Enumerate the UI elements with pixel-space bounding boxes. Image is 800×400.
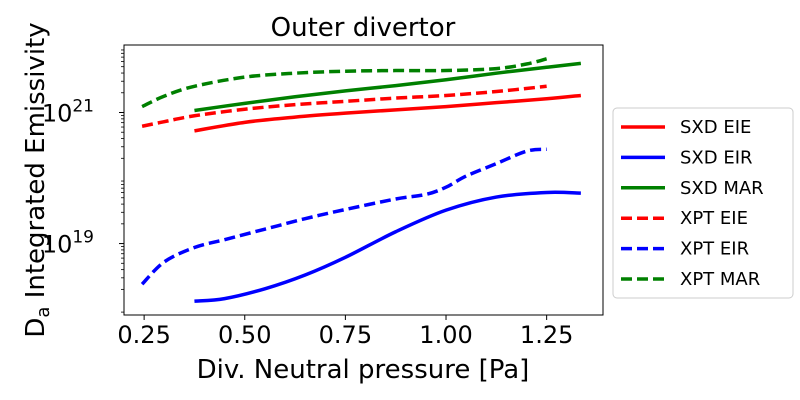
series-line-sxd-eir bbox=[194, 190, 581, 303]
y-tick-exponent: 19 bbox=[72, 228, 94, 248]
chart-title: Outer divertor bbox=[271, 13, 456, 43]
series-line-xpt-eie bbox=[141, 84, 547, 128]
legend-label: XPT MAR bbox=[680, 269, 760, 290]
x-axis-ticks: 0.25 0.50 0.75 1.00 1.25 bbox=[117, 315, 573, 349]
x-tick-label: 0.25 bbox=[117, 321, 170, 349]
x-axis-label: Div. Neutral pressure [Pa] bbox=[197, 355, 530, 385]
y-tick-base: 10 bbox=[42, 100, 73, 128]
series-line-sxd-mar bbox=[194, 61, 582, 113]
y-axis-label-subscript: a bbox=[33, 307, 54, 318]
series-line-sxd-eie bbox=[194, 93, 582, 133]
x-tick-label: 0.50 bbox=[218, 321, 271, 349]
y-tick-label: 1021 bbox=[42, 97, 94, 128]
x-tick-label: 1.25 bbox=[520, 321, 573, 349]
legend-label: SXD EIR bbox=[680, 147, 753, 168]
series-line-xpt-eir bbox=[140, 147, 547, 286]
legend-label: SXD EIE bbox=[680, 117, 751, 138]
x-tick-label: 0.75 bbox=[319, 321, 372, 349]
series-line-xpt-mar bbox=[141, 57, 548, 109]
x-tick-label: 1.00 bbox=[419, 321, 472, 349]
legend-label: SXD MAR bbox=[680, 178, 764, 199]
plot-lines bbox=[140, 57, 582, 303]
y-tick-label: 1019 bbox=[42, 228, 94, 259]
legend-items: SXD EIE SXD EIR SXD MAR XPT EIE XPT EIR XPT M… bbox=[621, 117, 764, 290]
y-axis-label: Da Integrated Emissivity bbox=[21, 22, 54, 337]
legend-label: XPT EIR bbox=[680, 239, 749, 260]
y-tick-base: 10 bbox=[42, 231, 73, 259]
legend-label: XPT EIE bbox=[680, 208, 748, 229]
y-axis-label-rest: Integrated Emissivity bbox=[21, 22, 51, 306]
plot-frame bbox=[123, 44, 604, 316]
y-axis-label-main: D bbox=[21, 318, 51, 338]
y-tick-exponent: 21 bbox=[72, 97, 94, 117]
legend-box bbox=[612, 107, 794, 299]
legend: SXD EIE SXD EIR SXD MAR XPT EIE XPT EIR XPT M… bbox=[612, 107, 794, 299]
